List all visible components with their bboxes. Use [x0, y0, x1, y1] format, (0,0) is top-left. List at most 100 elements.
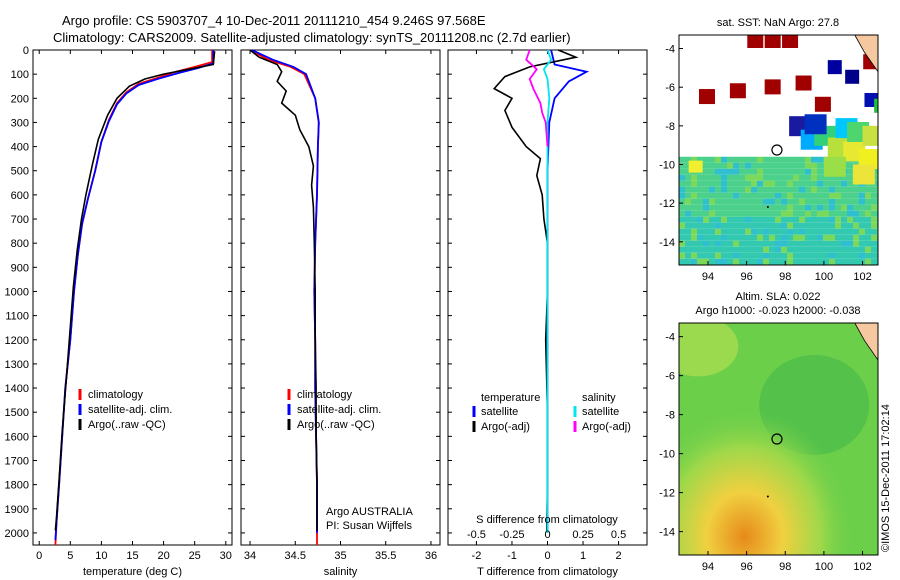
sst-cell: [739, 252, 745, 259]
x-tick-label: 10: [95, 550, 107, 562]
sst-cell: [775, 156, 781, 163]
sst-cell: [691, 186, 697, 193]
sst-cell: [679, 228, 685, 235]
sst-block: [874, 98, 878, 113]
sst-cell: [727, 222, 733, 229]
sst-cell: [829, 210, 835, 217]
sst-cell: [811, 204, 817, 211]
sst-cell: [835, 198, 841, 205]
sst-cell: [799, 222, 805, 229]
sst-cell: [691, 174, 697, 181]
sst-cell: [823, 246, 829, 253]
sst-cell: [823, 216, 829, 223]
argo-position-marker: [771, 433, 783, 445]
sst-cell: [847, 228, 853, 235]
sst-cell: [769, 186, 775, 193]
sst-cell: [817, 258, 823, 265]
sst-cell: [829, 264, 835, 265]
sst-cell: [811, 180, 817, 187]
sst-cell: [757, 174, 763, 181]
sst-cell: [847, 198, 853, 205]
sst-cell: [691, 204, 697, 211]
sst-cell: [703, 174, 709, 181]
sst-cell: [679, 252, 685, 259]
sst-cell: [715, 228, 721, 235]
sst-cell: [769, 162, 775, 169]
sst-cell: [727, 186, 733, 193]
legend-header: salinity: [582, 392, 616, 404]
sst-cell: [733, 222, 739, 229]
sst-cell: [757, 222, 763, 229]
sst-cell: [847, 192, 853, 199]
sst-cell: [763, 174, 769, 181]
sst-cell: [859, 216, 865, 223]
sst-cell: [871, 258, 877, 265]
x-tick-label: 0: [544, 550, 550, 562]
sst-cell: [679, 156, 685, 163]
sst-cell: [697, 186, 703, 193]
panel-temperature: 0100200300400500600700800900100011001200…: [5, 45, 233, 578]
sst-cell: [769, 252, 775, 259]
sst-cell: [805, 174, 811, 181]
sst-cell: [685, 156, 691, 163]
sst-cell: [763, 198, 769, 205]
sst-cell: [739, 174, 745, 181]
sst-cell: [751, 252, 757, 259]
sst-cell: [775, 198, 781, 205]
sst-cell: [835, 222, 841, 229]
sst-cell: [757, 198, 763, 205]
sst-cell: [799, 174, 805, 181]
x-tick-label: 34: [244, 550, 256, 562]
sst-cell: [733, 240, 739, 247]
sst-cell: [721, 264, 727, 265]
sst-cell: [799, 162, 805, 169]
y-tick-label: 500: [11, 166, 29, 178]
sst-cell: [853, 216, 859, 223]
sst-cell: [697, 204, 703, 211]
sst-cell: [847, 210, 853, 217]
legend-label: Argo(-adj): [481, 421, 530, 433]
sst-cell: [691, 198, 697, 205]
sst-cell: [727, 216, 733, 223]
sst-cell: [703, 216, 709, 223]
sst-cell: [691, 180, 697, 187]
sst-cell: [697, 180, 703, 187]
sst-cell: [793, 216, 799, 223]
sst-cell: [679, 234, 685, 241]
y-tick-label: 800: [11, 238, 29, 250]
legend-label: satellite-adj. clim.: [297, 404, 381, 416]
sst-cell: [703, 240, 709, 247]
sst-cell: [727, 264, 733, 265]
sst-cell: [787, 216, 793, 223]
sst-cell: [733, 198, 739, 205]
sst-cell: [745, 234, 751, 241]
x-tick-label-s: 0: [544, 529, 550, 541]
sst-cell: [733, 234, 739, 241]
legend-label: climatology: [88, 389, 144, 401]
sst-cell: [745, 264, 751, 265]
sst-cell: [709, 198, 715, 205]
sst-cell: [865, 258, 871, 265]
sst-cell: [835, 240, 841, 247]
map-subtitle-sla: Argo h1000: -0.023 h2000: -0.038: [695, 305, 860, 317]
sst-cell: [703, 186, 709, 193]
sst-cell: [781, 204, 787, 211]
sst-cell: [781, 156, 787, 163]
map-body: [679, 323, 878, 555]
sst-cell: [823, 198, 829, 205]
sst-cell: [835, 264, 841, 265]
sst-cell: [865, 204, 871, 211]
sst-cell: [763, 162, 769, 169]
sst-cell: [685, 228, 691, 235]
sst-cell: [787, 228, 793, 235]
sst-cell: [805, 246, 811, 253]
sst-cell: [775, 234, 781, 241]
sst-cell: [775, 222, 781, 229]
sst-cell: [775, 240, 781, 247]
sst-cell: [847, 234, 853, 241]
x-tick-label: 100: [815, 271, 833, 283]
sst-cell: [685, 210, 691, 217]
sst-cell: [853, 192, 859, 199]
sst-cell: [691, 222, 697, 229]
sst-invalid-cell: [795, 75, 812, 91]
